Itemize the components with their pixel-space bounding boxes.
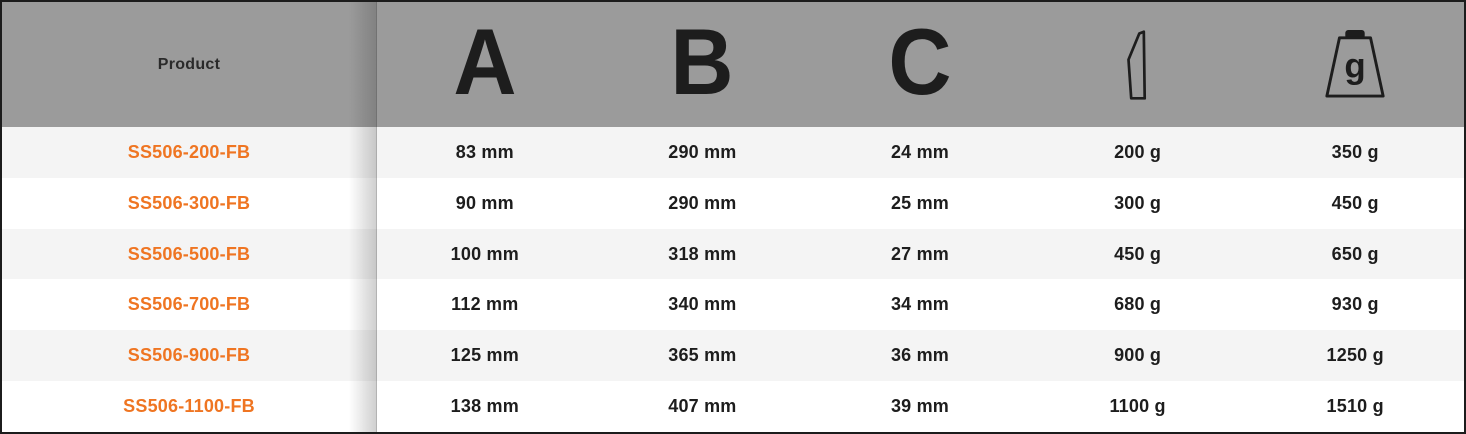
value-c: 27 mm [890, 243, 949, 264]
product-column-label: Product [157, 55, 221, 73]
head-weight-value: 450 g [1114, 243, 1162, 264]
value-c-cell: 27 mm [811, 229, 1029, 280]
table-row: SS506-200-FB 83 mm 290 mm 24 mm 200 g 35… [2, 127, 1464, 178]
table-row: SS506-1100-FB 138 mm 407 mm 39 mm 1100 g… [2, 381, 1464, 432]
product-code-link[interactable]: SS506-300-FB [127, 192, 251, 213]
value-a: 138 mm [450, 396, 519, 417]
head-weight-value: 680 g [1114, 294, 1162, 315]
header-cell-a: A [376, 2, 594, 127]
value-c-cell: 36 mm [811, 330, 1029, 381]
value-c-cell: 25 mm [811, 178, 1029, 229]
product-cell: SS506-200-FB [2, 127, 376, 178]
value-b-cell: 365 mm [594, 330, 812, 381]
header-cell-total-weight: g [1246, 2, 1464, 127]
value-a: 100 mm [450, 243, 519, 264]
value-a: 90 mm [455, 192, 514, 213]
value-b-cell: 290 mm [594, 127, 812, 178]
value-b: 340 mm [668, 294, 737, 315]
total-weight-cell: 650 g [1246, 229, 1464, 280]
head-weight-cell: 300 g [1029, 178, 1247, 229]
value-c-cell: 34 mm [811, 279, 1029, 330]
table-row: SS506-700-FB 112 mm 340 mm 34 mm 680 g 9… [2, 279, 1464, 331]
column-a-label: A [453, 8, 517, 114]
value-a-cell: 112 mm [376, 279, 594, 330]
product-code-link[interactable]: SS506-900-FB [127, 345, 251, 366]
total-weight-cell: 350 g [1246, 127, 1464, 178]
value-c: 24 mm [890, 141, 949, 162]
value-b-cell: 318 mm [594, 229, 812, 280]
product-code-link[interactable]: SS506-700-FB [127, 294, 251, 315]
product-cell: SS506-700-FB [2, 279, 376, 330]
product-code-link[interactable]: SS506-500-FB [127, 243, 251, 264]
product-code-link[interactable]: SS506-1100-FB [123, 396, 255, 417]
total-weight-value: 1510 g [1326, 396, 1384, 417]
table-row: SS506-900-FB 125 mm 365 mm 36 mm 900 g 1… [2, 330, 1464, 382]
head-weight-value: 1100 g [1109, 396, 1166, 417]
gram-unit-label: g [1345, 46, 1366, 85]
head-weight-cell: 200 g [1029, 127, 1247, 178]
total-weight-value: 350 g [1331, 141, 1379, 162]
head-weight-cell: 680 g [1029, 279, 1247, 330]
head-weight-value: 300 g [1114, 192, 1162, 213]
value-a-cell: 125 mm [376, 330, 594, 381]
wedge-icon [1124, 28, 1151, 102]
value-b-cell: 290 mm [594, 178, 812, 229]
value-b-cell: 407 mm [594, 381, 812, 432]
column-b-label: B [670, 8, 734, 114]
value-c: 25 mm [890, 192, 949, 213]
total-weight-value: 930 g [1331, 294, 1379, 315]
value-a-cell: 100 mm [376, 229, 594, 280]
total-weight-cell: 930 g [1246, 279, 1464, 330]
value-a: 125 mm [450, 345, 519, 366]
head-weight-value: 900 g [1114, 345, 1162, 366]
table-row: SS506-500-FB 100 mm 318 mm 27 mm 450 g 6… [2, 228, 1464, 280]
table-row: SS506-300-FB 90 mm 290 mm 25 mm 300 g 45… [2, 177, 1464, 229]
value-a-cell: 138 mm [376, 381, 594, 432]
value-b: 318 mm [668, 243, 737, 264]
product-cell: SS506-1100-FB [2, 381, 376, 432]
value-a: 112 mm [451, 294, 519, 315]
header-cell-head-weight [1029, 2, 1247, 127]
header-cell-b: B [594, 2, 812, 127]
total-weight-cell: 1510 g [1246, 381, 1464, 432]
product-cell: SS506-900-FB [2, 330, 376, 381]
value-c-cell: 24 mm [811, 127, 1029, 178]
product-cell: SS506-500-FB [2, 229, 376, 280]
product-cell: SS506-300-FB [2, 178, 376, 229]
value-c: 34 mm [890, 294, 949, 315]
product-code-link[interactable]: SS506-200-FB [127, 141, 251, 162]
total-weight-value: 1250 g [1326, 345, 1384, 366]
head-weight-cell: 900 g [1029, 330, 1247, 381]
head-weight-cell: 450 g [1029, 229, 1247, 280]
value-c: 39 mm [890, 396, 949, 417]
value-c: 36 mm [890, 345, 949, 366]
head-weight-cell: 1100 g [1029, 381, 1247, 432]
value-a-cell: 83 mm [376, 127, 594, 178]
total-weight-cell: 1250 g [1246, 330, 1464, 381]
value-b: 365 mm [668, 345, 737, 366]
value-b-cell: 340 mm [594, 279, 812, 330]
total-weight-value: 450 g [1331, 192, 1379, 213]
value-c-cell: 39 mm [811, 381, 1029, 432]
total-weight-value: 650 g [1331, 243, 1379, 264]
value-b: 290 mm [668, 192, 737, 213]
value-b: 407 mm [668, 396, 737, 417]
header-cell-product: Product [2, 2, 376, 127]
table-header: Product A B C g [2, 2, 1464, 127]
column-c-label: C [888, 8, 952, 114]
value-b: 290 mm [668, 141, 737, 162]
total-weight-cell: 450 g [1246, 178, 1464, 229]
value-a: 83 mm [455, 141, 514, 162]
value-a-cell: 90 mm [376, 178, 594, 229]
weight-icon: g [1322, 29, 1388, 100]
head-weight-value: 200 g [1114, 141, 1162, 162]
header-cell-c: C [811, 2, 1029, 127]
